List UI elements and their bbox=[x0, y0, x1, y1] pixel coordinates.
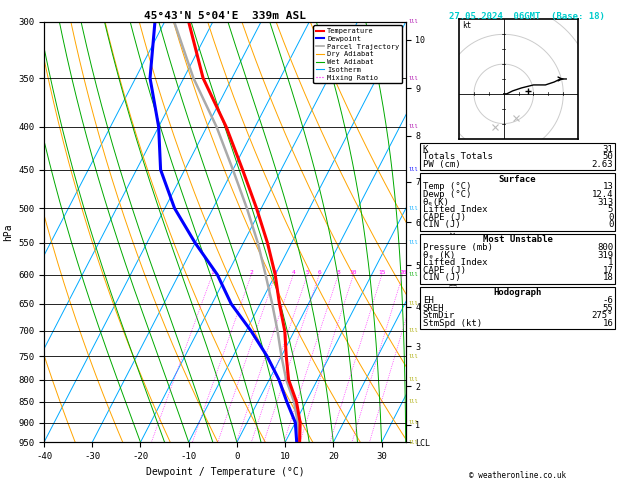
Text: CIN (J): CIN (J) bbox=[423, 220, 460, 229]
Text: lll: lll bbox=[409, 241, 419, 245]
Text: K: K bbox=[423, 144, 428, 154]
Text: lll: lll bbox=[409, 399, 419, 404]
Text: Temp (°C): Temp (°C) bbox=[423, 182, 471, 191]
Text: 6: 6 bbox=[317, 270, 321, 275]
Text: 16: 16 bbox=[603, 318, 613, 328]
Text: lll: lll bbox=[409, 167, 419, 172]
Text: CAPE (J): CAPE (J) bbox=[423, 265, 465, 275]
Text: StmSpd (kt): StmSpd (kt) bbox=[423, 318, 482, 328]
Text: 0: 0 bbox=[608, 212, 613, 222]
Text: 15: 15 bbox=[378, 270, 386, 275]
Text: lll: lll bbox=[409, 301, 419, 306]
Text: 10: 10 bbox=[350, 270, 357, 275]
Text: Pressure (mb): Pressure (mb) bbox=[423, 243, 493, 252]
Text: lll: lll bbox=[409, 272, 419, 277]
Text: 2.63: 2.63 bbox=[592, 159, 613, 169]
Text: 0: 0 bbox=[608, 220, 613, 229]
Legend: Temperature, Dewpoint, Parcel Trajectory, Dry Adiabat, Wet Adiabat, Isotherm, Mi: Temperature, Dewpoint, Parcel Trajectory… bbox=[313, 25, 402, 83]
Text: lll: lll bbox=[409, 206, 419, 210]
Text: 1: 1 bbox=[210, 270, 214, 275]
Text: Hodograph: Hodograph bbox=[494, 288, 542, 297]
Text: StmDir: StmDir bbox=[423, 311, 455, 320]
X-axis label: Dewpoint / Temperature (°C): Dewpoint / Temperature (°C) bbox=[145, 467, 304, 477]
Text: 31: 31 bbox=[603, 144, 613, 154]
Text: lll: lll bbox=[409, 377, 419, 382]
Text: Lifted Index: Lifted Index bbox=[423, 258, 487, 267]
Text: kt: kt bbox=[462, 21, 471, 30]
Text: 20: 20 bbox=[399, 270, 406, 275]
Text: 2: 2 bbox=[250, 270, 253, 275]
Text: Most Unstable: Most Unstable bbox=[482, 235, 553, 244]
Text: CIN (J): CIN (J) bbox=[423, 273, 460, 282]
Title: 45°43'N 5°04'E  339m ASL: 45°43'N 5°04'E 339m ASL bbox=[144, 11, 306, 21]
Text: lll: lll bbox=[409, 19, 419, 24]
Text: lll: lll bbox=[409, 353, 419, 359]
Text: SREH: SREH bbox=[423, 303, 444, 312]
Text: lll: lll bbox=[409, 329, 419, 333]
Y-axis label: hPa: hPa bbox=[3, 223, 13, 241]
Text: 50: 50 bbox=[603, 152, 613, 161]
Text: Totals Totals: Totals Totals bbox=[423, 152, 493, 161]
Text: Lifted Index: Lifted Index bbox=[423, 205, 487, 214]
Y-axis label: km
ASL: km ASL bbox=[442, 213, 457, 232]
Text: 13: 13 bbox=[603, 182, 613, 191]
Text: 4: 4 bbox=[291, 270, 295, 275]
Text: 5: 5 bbox=[306, 270, 309, 275]
Text: lll: lll bbox=[409, 124, 419, 129]
Text: 319: 319 bbox=[597, 250, 613, 260]
Text: 800: 800 bbox=[597, 243, 613, 252]
Text: 8: 8 bbox=[337, 270, 340, 275]
Text: 313: 313 bbox=[597, 197, 613, 207]
Text: 18: 18 bbox=[603, 273, 613, 282]
Text: 55: 55 bbox=[603, 303, 613, 312]
Text: 27.05.2024  06GMT  (Base: 18): 27.05.2024 06GMT (Base: 18) bbox=[448, 12, 604, 21]
Text: Mixing Ratio (g/kg): Mixing Ratio (g/kg) bbox=[447, 222, 456, 310]
Text: 12.4: 12.4 bbox=[592, 190, 613, 199]
Text: 5: 5 bbox=[608, 205, 613, 214]
Text: EH: EH bbox=[423, 296, 433, 305]
Text: 275°: 275° bbox=[592, 311, 613, 320]
Text: lll: lll bbox=[409, 440, 419, 445]
Text: 1: 1 bbox=[608, 258, 613, 267]
Text: CAPE (J): CAPE (J) bbox=[423, 212, 465, 222]
Text: -6: -6 bbox=[603, 296, 613, 305]
Text: Surface: Surface bbox=[499, 175, 537, 184]
Text: lll: lll bbox=[409, 76, 419, 81]
Text: © weatheronline.co.uk: © weatheronline.co.uk bbox=[469, 471, 566, 480]
Text: Dewp (°C): Dewp (°C) bbox=[423, 190, 471, 199]
Text: 17: 17 bbox=[603, 265, 613, 275]
Text: θₑ (K): θₑ (K) bbox=[423, 250, 455, 260]
Text: 3: 3 bbox=[274, 270, 277, 275]
Text: lll: lll bbox=[409, 420, 419, 425]
Text: PW (cm): PW (cm) bbox=[423, 159, 460, 169]
Text: θₑ(K): θₑ(K) bbox=[423, 197, 450, 207]
